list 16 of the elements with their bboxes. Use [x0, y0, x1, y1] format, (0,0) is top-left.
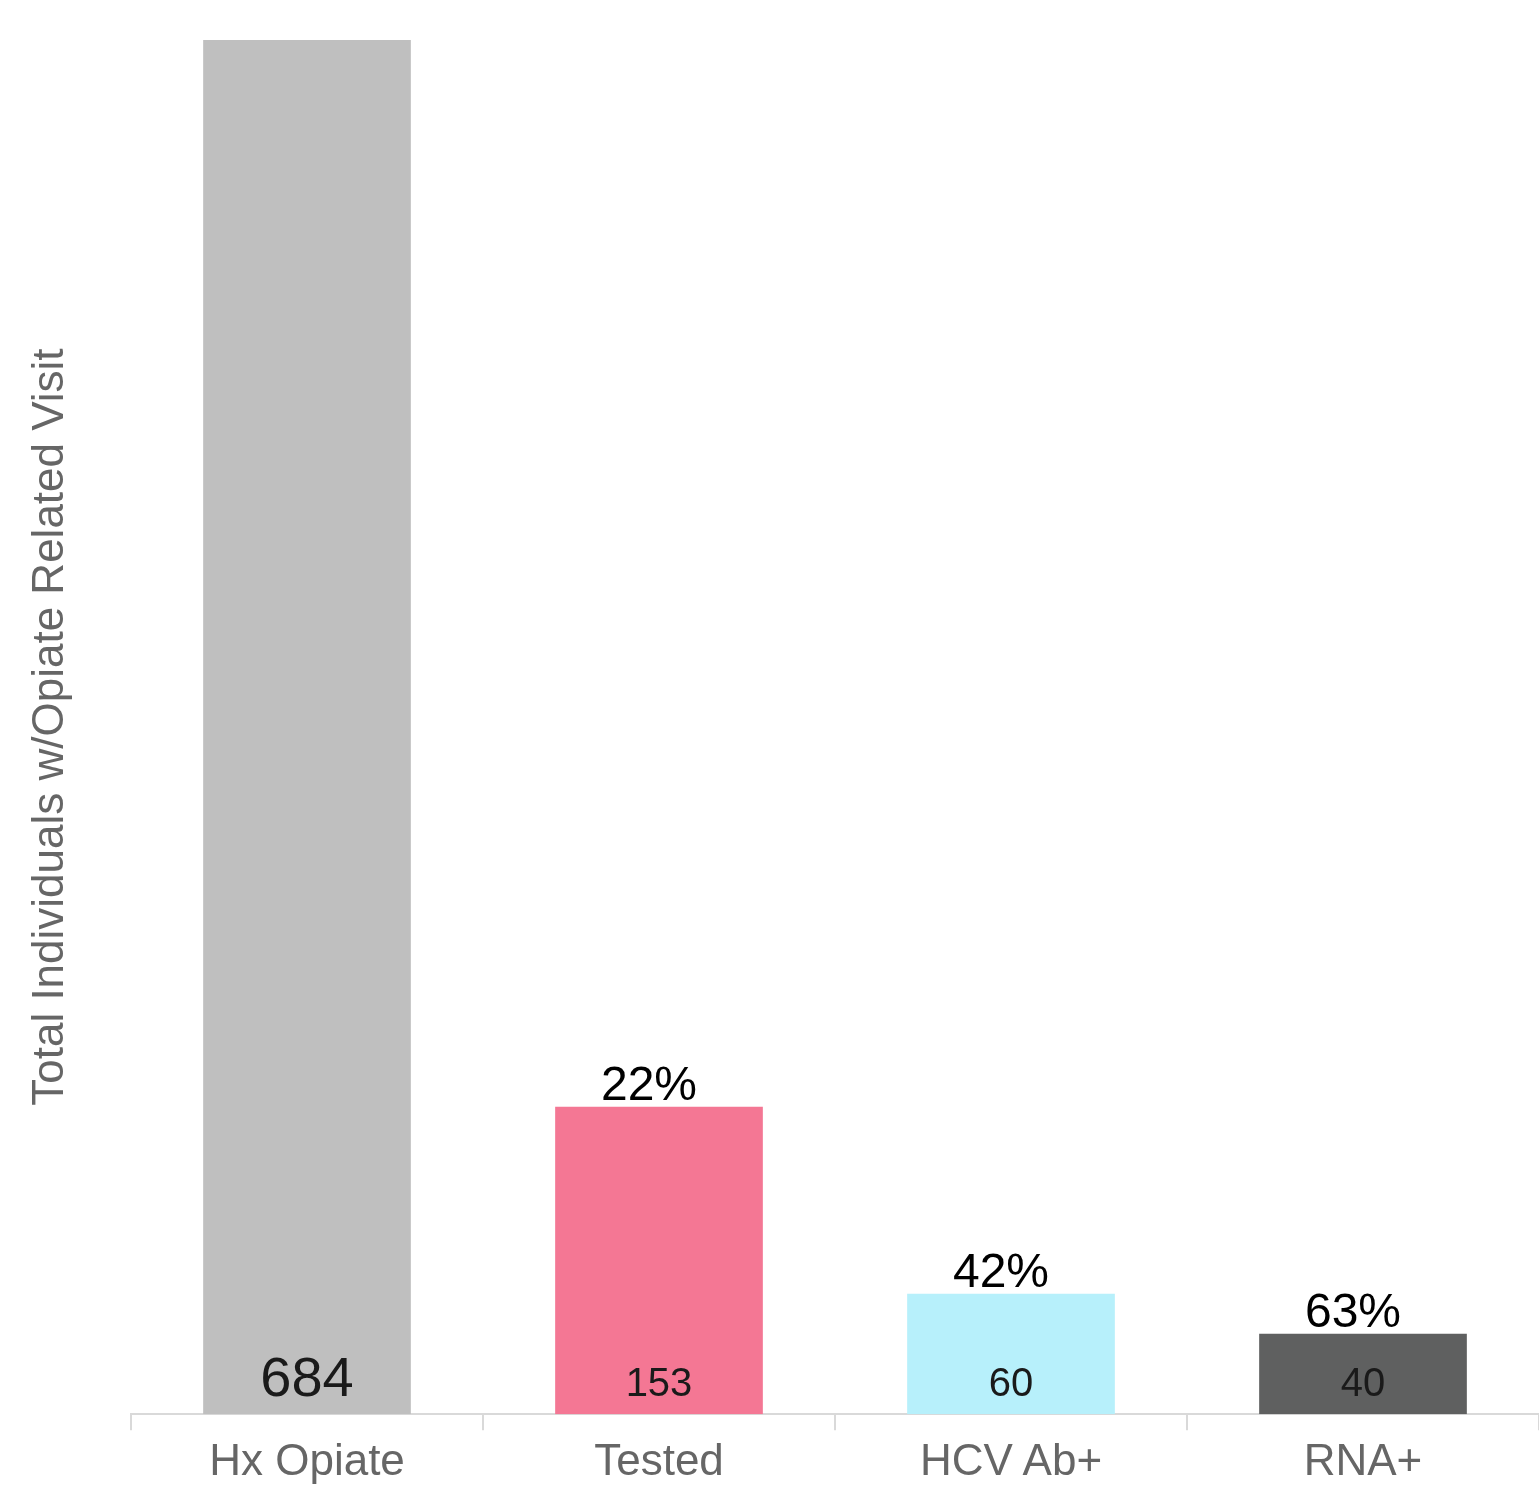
- data-label: 40: [1340, 1360, 1386, 1405]
- data-label: 153: [625, 1360, 693, 1405]
- bar: [1259, 1333, 1467, 1415]
- x-tick-label: RNA+: [1303, 1434, 1423, 1484]
- bar: [555, 1106, 763, 1415]
- data-label: 60: [988, 1360, 1034, 1405]
- annotation: 22%: [600, 1057, 698, 1111]
- annotation: 63%: [1304, 1284, 1402, 1338]
- x-tick-label: Tested: [594, 1434, 724, 1484]
- x-tick-label: Hx Opiate: [209, 1434, 405, 1484]
- bar: [907, 1293, 1115, 1415]
- x-tick-label: HCV Ab+: [919, 1434, 1103, 1484]
- y-axis-title: Total Individuals w/Opiate Related Visit: [22, 348, 72, 1106]
- bar: [203, 40, 411, 1415]
- annotation: 42%: [952, 1243, 1050, 1297]
- data-label: 684: [260, 1345, 354, 1409]
